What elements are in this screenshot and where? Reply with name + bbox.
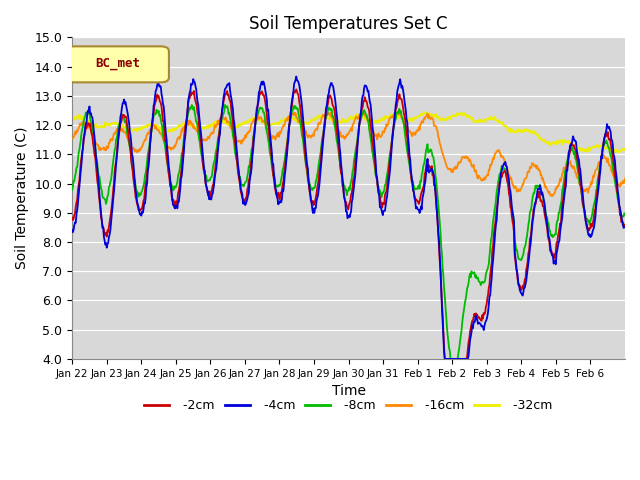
X-axis label: Time: Time	[332, 384, 365, 398]
Title: Soil Temperatures Set C: Soil Temperatures Set C	[250, 15, 448, 33]
Y-axis label: Soil Temperature (C): Soil Temperature (C)	[15, 127, 29, 269]
FancyBboxPatch shape	[67, 47, 169, 83]
Legend:  -2cm,  -4cm,  -8cm,  -16cm,  -32cm: -2cm, -4cm, -8cm, -16cm, -32cm	[140, 394, 558, 417]
Text: BC_met: BC_met	[95, 57, 141, 70]
